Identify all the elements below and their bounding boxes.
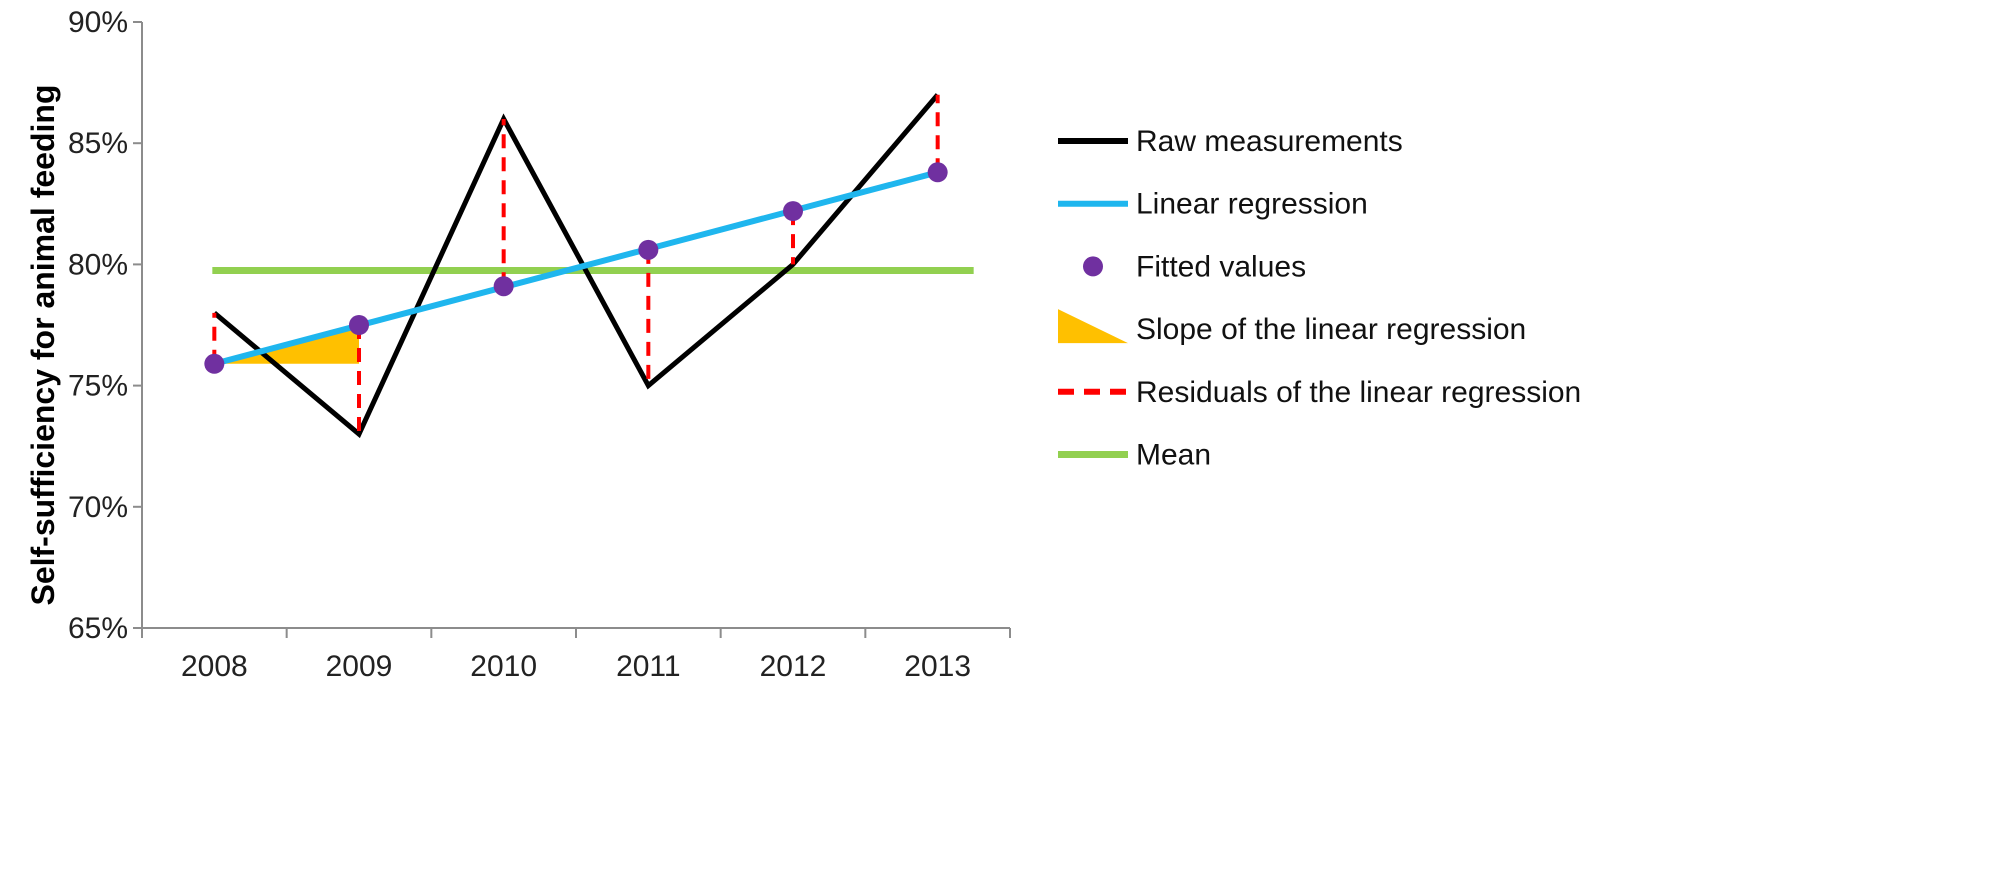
- x-tick-label: 2011: [616, 650, 681, 683]
- x-tick-labels: 2008 2009 2010 2011 2012 2013: [181, 650, 971, 683]
- legend-swatch: [1083, 256, 1103, 277]
- legend: Raw measurements Linear regression Fitted …: [1058, 125, 1581, 472]
- y-tick-label: 85%: [68, 127, 128, 160]
- x-tick-label: 2010: [470, 650, 537, 683]
- raw-measurements-line: [212, 93, 940, 439]
- x-tick-label: 2008: [181, 650, 248, 683]
- legend-label: Residuals of the linear regression: [1136, 376, 1581, 409]
- fitted-point: [927, 162, 948, 183]
- y-axis-title: Self-sufficiency for animal feeding: [25, 85, 61, 606]
- x-tick-label: 2012: [760, 650, 827, 683]
- regression-line: [213, 169, 939, 367]
- y-tick-label: 70%: [68, 491, 128, 524]
- legend-label: Slope of the linear regression: [1136, 313, 1526, 346]
- y-tick-label: 65%: [68, 612, 128, 645]
- fitted-point: [783, 201, 803, 222]
- legend-label: Linear regression: [1136, 188, 1368, 221]
- legend-label: Raw measurements: [1136, 125, 1403, 158]
- fitted-point: [204, 353, 225, 374]
- axes: [133, 21, 1011, 638]
- legend-label: Mean: [1136, 439, 1211, 472]
- fitted-point: [349, 315, 369, 335]
- x-tick-label: 2009: [326, 650, 393, 683]
- legend-swatch: [1058, 309, 1128, 344]
- y-tick-label: 90%: [68, 6, 128, 39]
- fitted-point: [638, 239, 659, 260]
- y-tick-labels: 65% 70% 75% 80% 85% 90%: [68, 6, 128, 645]
- plot-area: [204, 93, 974, 439]
- y-tick-label: 80%: [68, 248, 128, 281]
- legend-label: Fitted values: [1136, 250, 1306, 283]
- y-tick-label: 75%: [68, 370, 128, 403]
- fitted-point: [493, 276, 514, 297]
- x-tick-label: 2013: [904, 650, 971, 683]
